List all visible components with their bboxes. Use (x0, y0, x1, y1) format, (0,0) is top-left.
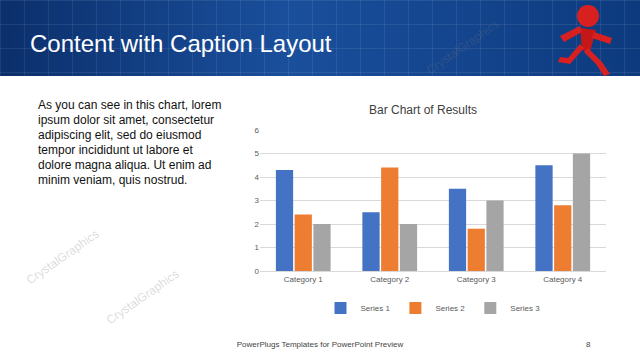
html-text:As you can see in this chart,: As you can see in this chart, lorem ipsu… (38, 98, 222, 187)
html-text:PowerPlugs Templates for Power: PowerPlugs Templates for PowerPoint Prev… (236, 340, 404, 349)
html-text:CrystalGraphics: CrystalGraphics (103, 266, 182, 328)
svg-text:2: 2 (255, 220, 260, 229)
html-text:CrystalGraphics: CrystalGraphics (423, 16, 502, 78)
svg-text:4: 4 (255, 173, 260, 182)
svg-text:Category 2: Category 2 (370, 275, 410, 284)
html-text:8: 8 (586, 340, 591, 349)
svg-text:Category 3: Category 3 (457, 275, 497, 284)
svg-text:Series 3: Series 3 (510, 304, 540, 313)
svg-text:Category 4: Category 4 (543, 275, 583, 284)
svg-text:5: 5 (255, 149, 260, 158)
svg-text:Series 2: Series 2 (435, 304, 465, 313)
svg-text:0: 0 (255, 267, 260, 276)
html-text:Content with Caption Layout: Content with Caption Layout (30, 30, 332, 57)
svg-text:Bar Chart of Results: Bar Chart of Results (369, 103, 477, 117)
svg-text:1: 1 (255, 243, 260, 252)
svg-text:6: 6 (255, 126, 260, 135)
svg-text:3: 3 (255, 196, 260, 205)
svg-text:Series 1: Series 1 (361, 304, 391, 313)
svg-text:Category 1: Category 1 (284, 275, 324, 284)
html-text:CrystalGraphics: CrystalGraphics (23, 226, 102, 288)
